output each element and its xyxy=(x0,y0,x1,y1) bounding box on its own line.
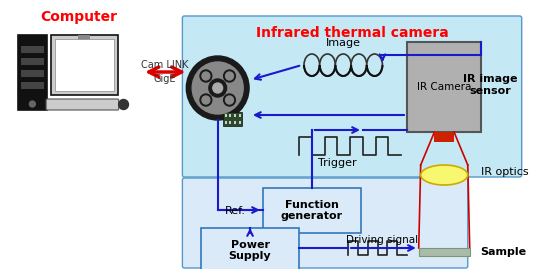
Text: GigE: GigE xyxy=(153,74,176,84)
FancyBboxPatch shape xyxy=(201,228,299,269)
Circle shape xyxy=(209,79,226,97)
Bar xyxy=(224,114,226,117)
Circle shape xyxy=(202,96,210,104)
Circle shape xyxy=(213,83,223,93)
FancyBboxPatch shape xyxy=(20,82,44,89)
Ellipse shape xyxy=(421,165,468,185)
Text: Trigger: Trigger xyxy=(318,158,357,168)
Circle shape xyxy=(202,72,210,80)
FancyBboxPatch shape xyxy=(20,70,44,77)
Bar xyxy=(223,112,242,126)
Circle shape xyxy=(186,56,249,120)
Bar xyxy=(239,121,241,124)
Text: Ref.: Ref. xyxy=(225,206,246,215)
Ellipse shape xyxy=(351,54,367,76)
FancyBboxPatch shape xyxy=(419,248,470,256)
Text: IR Camera: IR Camera xyxy=(416,82,471,92)
Text: Cam LINK: Cam LINK xyxy=(141,60,188,70)
Bar xyxy=(235,114,236,117)
Ellipse shape xyxy=(304,54,320,76)
Circle shape xyxy=(200,70,212,82)
FancyBboxPatch shape xyxy=(46,99,119,110)
FancyBboxPatch shape xyxy=(20,46,44,53)
Bar xyxy=(224,121,226,124)
Circle shape xyxy=(224,94,235,106)
Text: Computer: Computer xyxy=(40,10,117,24)
Text: Infrared thermal camera: Infrared thermal camera xyxy=(256,26,448,40)
FancyBboxPatch shape xyxy=(20,58,44,65)
Bar xyxy=(235,121,236,124)
Ellipse shape xyxy=(335,54,351,76)
Circle shape xyxy=(225,72,233,80)
Circle shape xyxy=(224,70,235,82)
Text: Image: Image xyxy=(325,38,360,48)
Text: Power
Supply: Power Supply xyxy=(229,240,271,261)
Bar xyxy=(239,114,241,117)
Circle shape xyxy=(200,94,212,106)
Ellipse shape xyxy=(320,54,335,76)
Text: IR optics: IR optics xyxy=(480,167,528,177)
Bar xyxy=(79,35,90,43)
Bar xyxy=(434,132,454,142)
Ellipse shape xyxy=(367,54,383,76)
Text: Function
generator: Function generator xyxy=(281,200,343,221)
FancyBboxPatch shape xyxy=(51,35,118,95)
Circle shape xyxy=(225,96,233,104)
FancyBboxPatch shape xyxy=(263,188,361,233)
FancyBboxPatch shape xyxy=(18,35,47,110)
Text: Sample: Sample xyxy=(480,247,527,257)
Bar xyxy=(230,114,231,117)
FancyBboxPatch shape xyxy=(182,178,468,268)
FancyBboxPatch shape xyxy=(55,39,114,91)
FancyBboxPatch shape xyxy=(407,42,480,132)
Circle shape xyxy=(30,101,36,107)
Bar xyxy=(230,121,231,124)
Circle shape xyxy=(119,100,129,109)
Text: Driving signal: Driving signal xyxy=(346,235,419,245)
FancyBboxPatch shape xyxy=(182,16,522,177)
Text: IR image
sensor: IR image sensor xyxy=(463,74,518,96)
Circle shape xyxy=(192,62,243,114)
